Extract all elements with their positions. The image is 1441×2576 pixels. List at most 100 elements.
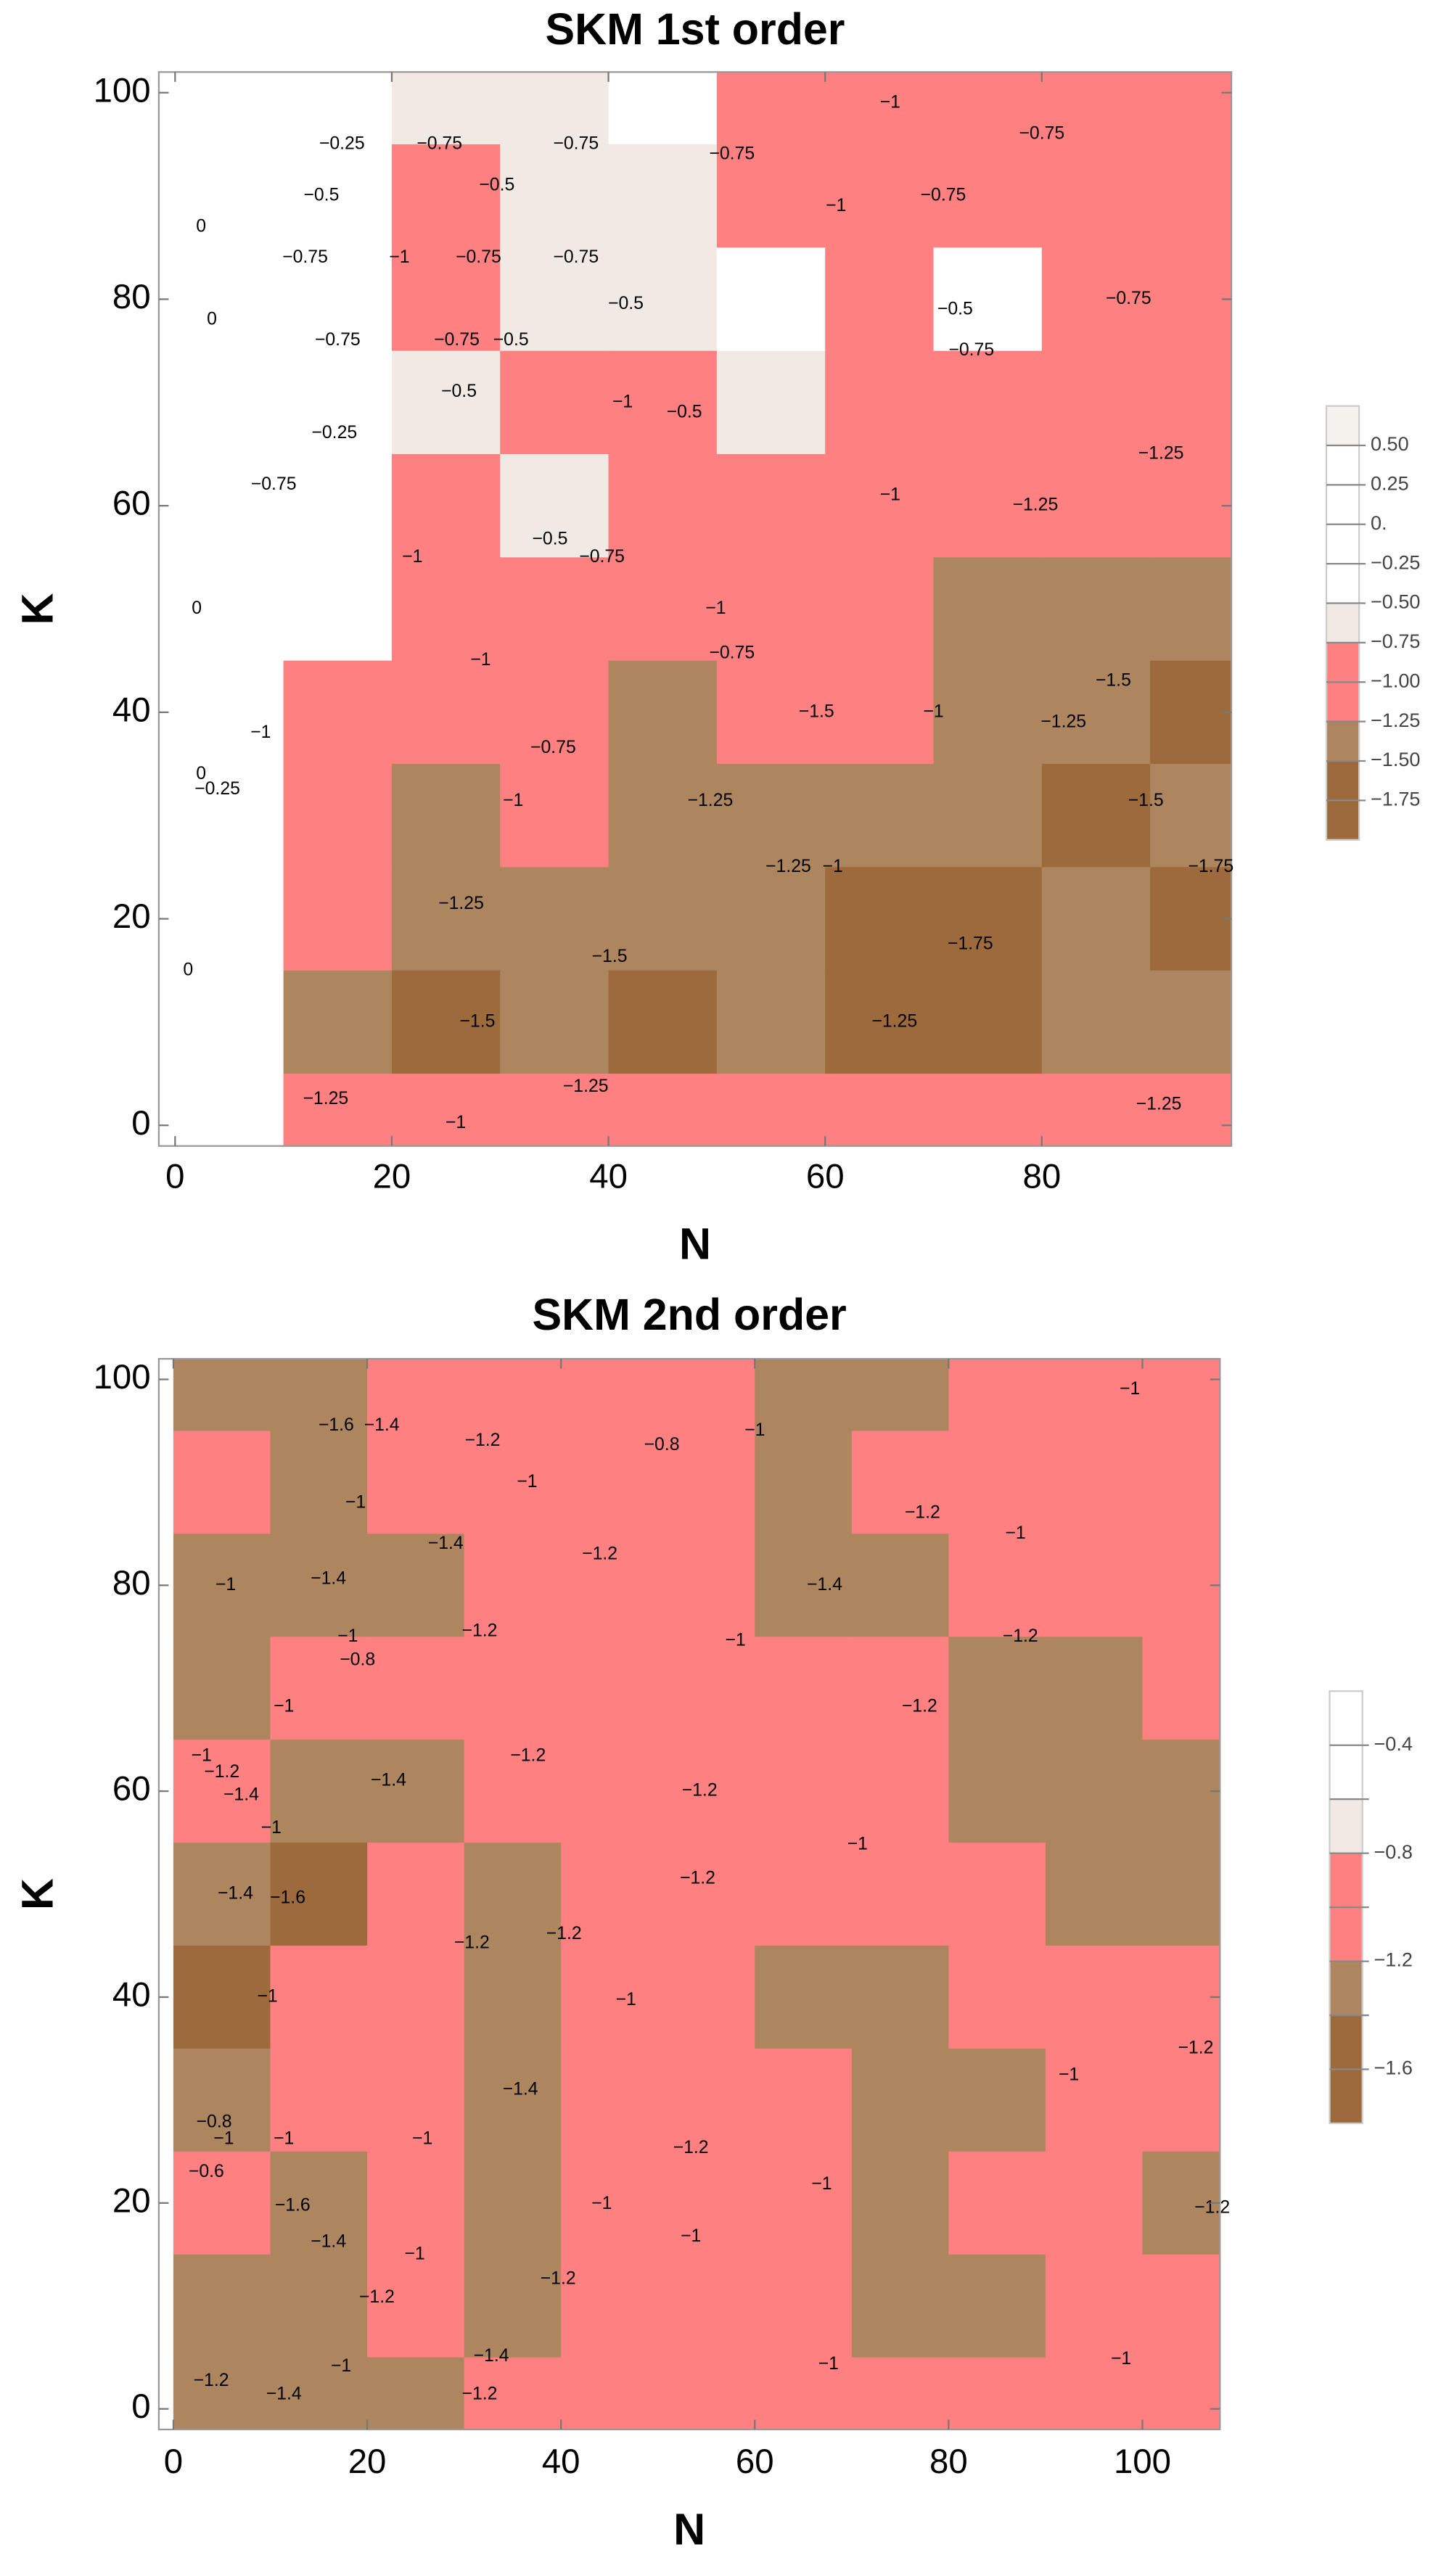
field-cell (464, 2151, 562, 2256)
field-cell (367, 2254, 465, 2359)
field-cell (948, 2357, 1047, 2430)
field-cell (1041, 970, 1151, 1075)
contour-label: −1.2 (902, 1696, 937, 1716)
legend-swatch (1326, 564, 1360, 604)
x-tick-label: 80 (1022, 1157, 1061, 1196)
field-cell (851, 1740, 950, 1844)
legend-label: −1.50 (1371, 748, 1421, 770)
field-cell (464, 2357, 562, 2430)
field-cell (933, 144, 1043, 249)
field-cell (716, 453, 826, 559)
contour-label: −1 (402, 547, 422, 567)
field-cell (755, 2151, 853, 2256)
contour-label: −1 (412, 2128, 432, 2148)
field-cell (391, 867, 501, 972)
field-cell (367, 1359, 465, 1432)
field-cell (608, 557, 718, 662)
contour-label: −0.75 (579, 547, 625, 567)
x-tick-label: 20 (373, 1157, 411, 1196)
legend: 0.50 0.25 0. −0.25 −0.50 −0.75 −1.00 −1.25 −1.50… (1325, 405, 1421, 841)
legend: −0.4 −0.8 −1.2 −1.6 (1329, 1690, 1413, 2125)
field-cell (270, 1740, 369, 1844)
field-cell (1150, 350, 1232, 456)
contour-label: −1 (811, 2174, 832, 2194)
field-cell (500, 764, 609, 868)
field-cell (1150, 764, 1232, 868)
field-cell (367, 2357, 465, 2430)
field-cell (500, 144, 609, 249)
contour-label: −1.2 (510, 1745, 546, 1765)
contour-label: −1.25 (438, 894, 484, 913)
contour-label: −0.5 (493, 330, 529, 350)
field-cell (1045, 1637, 1144, 1741)
y-tick-label: 0 (131, 2387, 150, 2426)
contour-label: −0.75 (553, 247, 599, 267)
contour-label: −0.5 (479, 175, 514, 194)
contour-label: −1.75 (948, 934, 993, 954)
x-axis-label: N (673, 2504, 705, 2554)
contour-label: −1 (192, 1745, 212, 1765)
field-cell (1142, 2254, 1220, 2359)
legend-swatch (1326, 485, 1360, 524)
field-cell (175, 1074, 284, 1146)
field-cell (173, 1359, 271, 1432)
field-cell (283, 1074, 393, 1146)
field-cell (270, 1637, 369, 1741)
field-cell (851, 2254, 950, 2359)
contour-label: −0.8 (644, 1435, 680, 1454)
legend-label: −1.25 (1371, 709, 1421, 731)
field-cell (716, 1074, 826, 1146)
field-cell (657, 1431, 756, 1535)
field-cell (367, 1740, 465, 1844)
field-cell (851, 1637, 950, 1741)
field-cell (500, 970, 609, 1075)
field-cell (657, 2151, 756, 2256)
field-cell (608, 453, 718, 559)
field-cell (825, 72, 935, 146)
contour-label: −1 (503, 791, 523, 810)
field-cell (608, 247, 718, 352)
field-cell (173, 1431, 271, 1535)
contour-label: −1 (446, 1113, 466, 1132)
field-cell (173, 2151, 271, 2256)
field-cell (464, 1637, 562, 1741)
field-cell (1142, 1431, 1220, 1535)
field-cell (1045, 2151, 1144, 2256)
field-cell (270, 1534, 369, 1638)
field (173, 1359, 1220, 2430)
field-cell (561, 2151, 660, 2256)
field-cell (755, 1740, 853, 1844)
field-cell (464, 2254, 562, 2359)
field-cell (367, 2048, 465, 2153)
field-cell (175, 453, 284, 559)
field-cell (933, 350, 1043, 456)
contour-label: −1.2 (546, 1924, 582, 1943)
contour-label: −1 (257, 1987, 277, 2007)
field-cell (1150, 557, 1232, 662)
legend-swatch (1329, 2069, 1363, 2124)
legend-swatch (1329, 1907, 1363, 1962)
field-cell (608, 660, 718, 765)
contour-label: −1 (1005, 1523, 1025, 1543)
field-cell (283, 247, 393, 352)
field-cell (391, 144, 501, 249)
contour-label: −1 (517, 1472, 537, 1491)
contour-label: −0.25 (194, 779, 240, 799)
contour-label: −1 (725, 1631, 745, 1650)
field-cell (825, 247, 935, 352)
field-cell (561, 2048, 660, 2153)
field-cell (716, 867, 826, 972)
contour-label: −0.25 (319, 134, 365, 154)
field-cell (561, 2357, 660, 2430)
contour-label: −0.75 (456, 247, 501, 267)
legend-swatch (1326, 721, 1360, 761)
field-cell (657, 1359, 756, 1432)
contour-label: −1.4 (311, 1568, 346, 1588)
y-tick-label: 100 (94, 1358, 151, 1396)
field-cell (755, 1843, 853, 1947)
y-axis-label: K (13, 1878, 62, 1910)
field-cell (755, 1359, 853, 1432)
field-cell (270, 2151, 369, 2256)
x-tick-label: 40 (589, 1157, 628, 1196)
contour-label: −0.5 (441, 382, 477, 401)
